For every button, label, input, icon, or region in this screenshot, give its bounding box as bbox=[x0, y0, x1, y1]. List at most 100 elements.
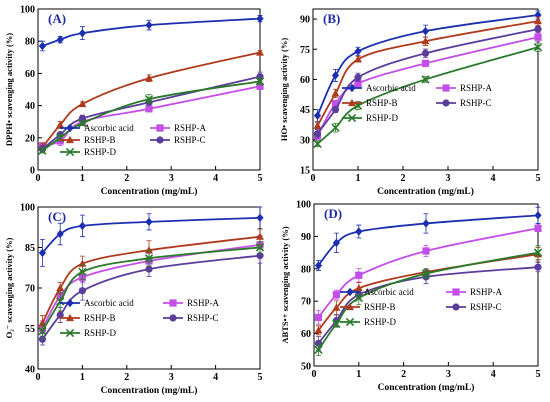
legend-item-rshp-d: RSHP-D bbox=[60, 328, 117, 338]
data-point bbox=[78, 28, 86, 38]
y-tick-label: 55 bbox=[25, 324, 35, 335]
y-tick-label: 75 bbox=[300, 45, 310, 56]
x-tick-label: 4 bbox=[213, 173, 218, 184]
legend-label: RSHP-A bbox=[174, 123, 207, 133]
data-point bbox=[145, 246, 153, 254]
data-point bbox=[314, 261, 323, 270]
legend-item-rshp-a: RSHP-A bbox=[163, 298, 220, 308]
legend-item-rshp-b: RSHP-B bbox=[340, 302, 396, 312]
y-tick-label: 60 bbox=[25, 69, 35, 80]
series-line bbox=[317, 266, 539, 344]
y-tick-label: 100 bbox=[20, 203, 35, 214]
panel-label: (A) bbox=[48, 11, 66, 26]
legend-marker bbox=[345, 317, 355, 327]
y-axis-label: HO• scavenging activity (%) bbox=[279, 38, 289, 141]
y-tick-label: 85 bbox=[25, 243, 35, 254]
x-axis-label: Concentration (mg/mL) bbox=[377, 186, 474, 197]
x-tick-label: 0 bbox=[311, 173, 316, 184]
data-point bbox=[313, 121, 322, 129]
data-point bbox=[534, 263, 542, 271]
series-ascorbic-acid bbox=[313, 10, 542, 123]
legend-marker bbox=[452, 288, 460, 296]
data-point bbox=[354, 284, 363, 292]
legend-label: RSHP-B bbox=[364, 302, 396, 312]
legend-item-rshp-c: RSHP-C bbox=[446, 302, 502, 312]
legend-item-rshp-d: RSHP-D bbox=[60, 147, 117, 157]
data-point bbox=[38, 248, 47, 258]
legend-item-ascorbic-acid: Ascorbic acid bbox=[60, 298, 134, 308]
series-line bbox=[317, 214, 539, 267]
x-tick-label: 2 bbox=[401, 173, 406, 184]
series-ascorbic-acid bbox=[38, 206, 264, 267]
series-line bbox=[316, 20, 539, 127]
legend-label: RSHP-A bbox=[470, 287, 503, 297]
data-point bbox=[332, 303, 341, 311]
legend-item-rshp-a: RSHP-A bbox=[446, 287, 503, 297]
legend-label: RSHP-B bbox=[366, 98, 398, 108]
data-point bbox=[38, 41, 47, 51]
y-tick-label: 0 bbox=[30, 166, 35, 177]
plot-frame bbox=[37, 206, 261, 370]
y-tick-label: 40 bbox=[25, 101, 35, 112]
data-point bbox=[313, 139, 322, 149]
y-tick-label: 40 bbox=[25, 365, 35, 376]
series-rshp-c bbox=[313, 25, 542, 139]
x-tick-label: 2 bbox=[401, 369, 406, 380]
plot-frame bbox=[313, 203, 539, 367]
data-point bbox=[534, 25, 542, 33]
data-point bbox=[38, 146, 47, 155]
data-point bbox=[256, 232, 264, 240]
y-tick-label: 15 bbox=[300, 166, 310, 177]
data-point bbox=[78, 99, 87, 108]
x-tick-label: 3 bbox=[169, 372, 174, 383]
legend-marker bbox=[442, 99, 450, 107]
data-point bbox=[144, 94, 154, 104]
legend-label: RSHP-A bbox=[187, 298, 220, 308]
series-line bbox=[42, 17, 261, 47]
y-tick-label: 50 bbox=[301, 362, 311, 373]
data-point bbox=[421, 269, 431, 278]
data-point bbox=[256, 48, 264, 56]
legend-item-rshp-c: RSHP-C bbox=[150, 135, 206, 145]
data-point bbox=[314, 345, 323, 354]
data-point bbox=[78, 267, 87, 276]
data-point bbox=[422, 219, 430, 228]
data-point bbox=[56, 283, 65, 292]
data-point bbox=[421, 59, 430, 67]
legend-label: RSHP-D bbox=[84, 328, 117, 338]
chart-panel-c: 40 55 70 85 100 0 1 2 3 4 5 Concentration (mg/mL) O₂… bbox=[4, 203, 265, 396]
data-point bbox=[78, 287, 86, 295]
series-line bbox=[41, 75, 261, 150]
y-axis-label: DPPH• scavenging activity (%) bbox=[4, 33, 14, 146]
series-line bbox=[41, 80, 261, 152]
chart-panel-a: 0 20 40 60 80 100 0 1 2 3 4 5 Concentration (mg/mL) D… bbox=[4, 5, 265, 197]
legend: Ascorbic acid RSHP-A RSHP-B RSHP-C RSHP-D bbox=[342, 83, 493, 123]
legend-label: Ascorbic acid bbox=[84, 298, 134, 308]
chart-panel-d: 50 60 70 80 90 100 0 1 2 3 4 5 Concentration (mg/mL)… bbox=[280, 200, 543, 393]
legend-marker bbox=[346, 302, 354, 311]
y-tick-label: 60 bbox=[300, 75, 310, 86]
series-line bbox=[41, 254, 261, 340]
data-point bbox=[255, 77, 265, 86]
legend-label: RSHP-D bbox=[366, 113, 399, 123]
series-line bbox=[317, 227, 539, 318]
data-point bbox=[332, 291, 340, 299]
series-line bbox=[316, 28, 539, 135]
legend: Ascorbic acid RSHP-A RSHP-B RSHP-C RSHP-D bbox=[60, 298, 220, 338]
data-point bbox=[534, 33, 542, 41]
y-axis-label: ABTS•+ scavenging activity (%) bbox=[280, 226, 290, 343]
legend-label: Ascorbic acid bbox=[366, 83, 416, 93]
data-point bbox=[255, 243, 265, 252]
data-point bbox=[145, 20, 153, 30]
x-tick-label: 5 bbox=[536, 173, 541, 184]
series-line bbox=[41, 235, 261, 324]
legend-item-rshp-d: RSHP-D bbox=[342, 113, 399, 123]
data-point bbox=[314, 326, 323, 334]
series-rshp-a bbox=[314, 224, 542, 325]
series-line bbox=[316, 14, 539, 117]
data-point bbox=[331, 89, 340, 97]
data-point bbox=[355, 227, 363, 236]
x-tick-label: 0 bbox=[36, 372, 41, 383]
x-tick-label: 4 bbox=[213, 372, 218, 383]
